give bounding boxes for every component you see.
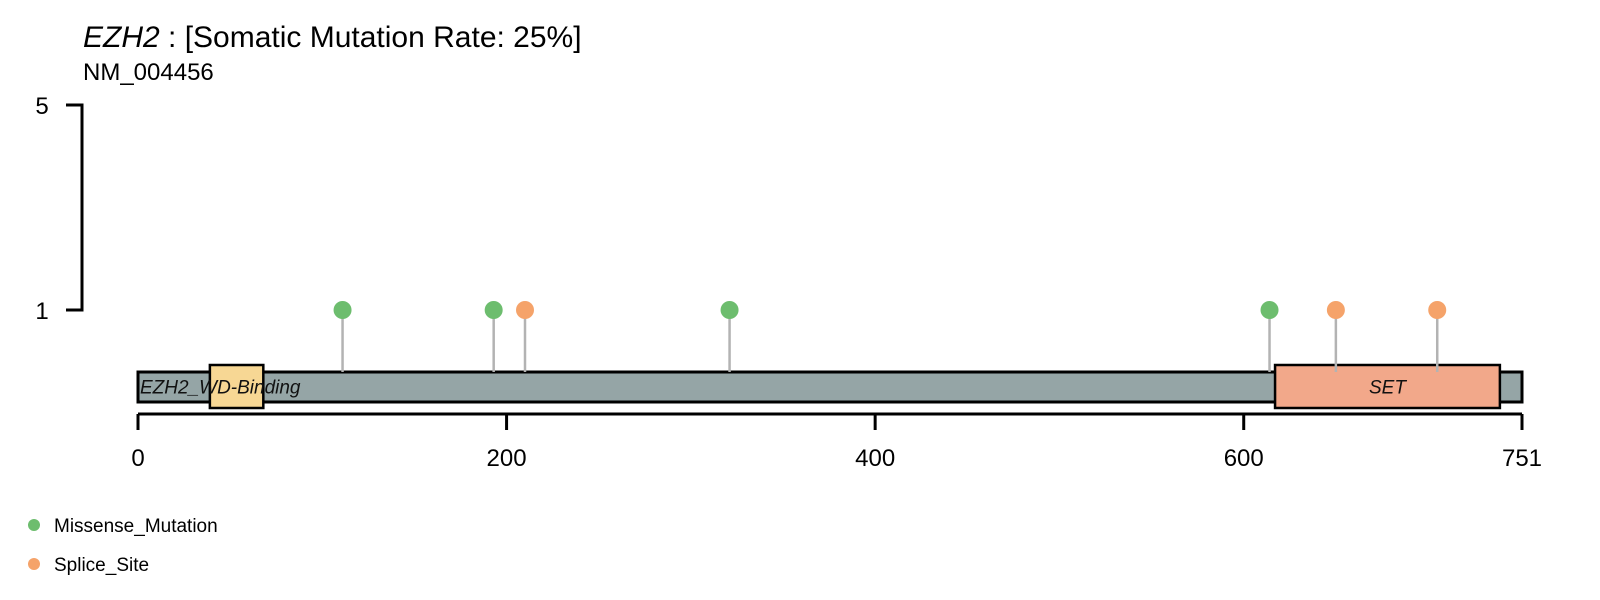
lollipop-head xyxy=(1260,301,1279,319)
protein-backbone-group: EZH2_WD-Binding SET xyxy=(136,363,1524,410)
domain-label: SET xyxy=(1369,378,1407,399)
mutation-rate: : [Somatic Mutation Rate: 25%] xyxy=(159,21,582,54)
lollipop-head xyxy=(1428,301,1447,319)
transcript-id: NM_004456 xyxy=(83,59,214,86)
x-tick-label: 751 xyxy=(1502,445,1542,472)
y-axis: 15 xyxy=(35,93,84,325)
legend-label: Missense_Mutation xyxy=(54,516,218,537)
y-tick-label: 1 xyxy=(35,298,48,325)
lollipop-head xyxy=(1326,301,1345,319)
legend-marker xyxy=(28,557,40,570)
x-tick-label: 600 xyxy=(1224,445,1264,472)
lollipop-heads xyxy=(333,301,1447,319)
y-tick-label: 5 xyxy=(35,93,48,120)
chart-title: EZH2 : [Somatic Mutation Rate: 25%] xyxy=(83,20,582,56)
lollipop-stems xyxy=(341,310,1439,372)
gene-name: EZH2 xyxy=(83,21,160,54)
x-tick-label: 400 xyxy=(855,445,895,472)
lollipop-head xyxy=(720,301,739,319)
lollipop-head xyxy=(516,301,535,319)
protein-domain xyxy=(208,363,265,410)
x-tick-label: 200 xyxy=(487,445,527,472)
x-tick-label: 0 xyxy=(131,445,144,472)
legend-item: Splice_Site xyxy=(28,555,149,577)
lollipop-head xyxy=(484,301,503,319)
lollipop-head xyxy=(333,301,352,319)
protein-domain xyxy=(1273,363,1502,410)
legend-marker xyxy=(28,518,40,531)
domain-label: EZH2_WD-Binding xyxy=(140,378,301,399)
x-axis: 0 200 400 600 751 xyxy=(131,412,1542,472)
legend-label: Splice_Site xyxy=(54,555,150,576)
legend-item: Missense_Mutation xyxy=(28,516,218,538)
